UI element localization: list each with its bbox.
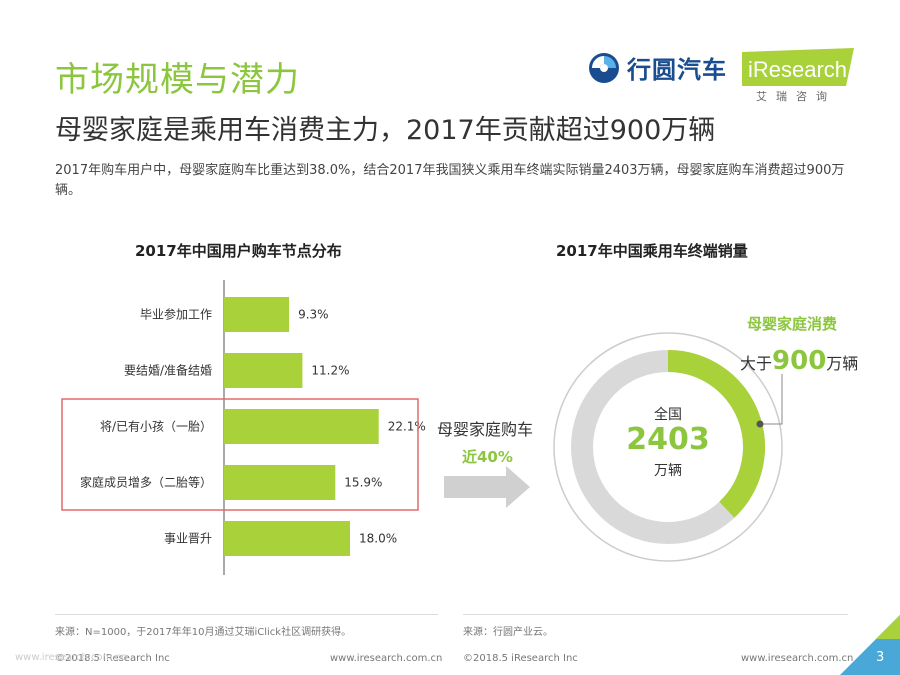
callout-prefix: 大于: [740, 354, 773, 373]
donut-chart: [553, 332, 783, 562]
bar-3: [224, 465, 336, 500]
left-copyright: ©2018.5 iResearch Inc: [55, 653, 170, 664]
bar-1: [224, 353, 303, 388]
right-copyright: ©2018.5 iResearch Inc: [463, 653, 578, 664]
callout-dot: [756, 420, 764, 428]
iresearch-logo-subtitle: 艾瑞咨询: [756, 90, 836, 103]
value-label-3: 15.9%: [344, 476, 382, 490]
value-label-0: 9.3%: [298, 308, 329, 322]
watermark-text: www.iresearch.com.cn: [15, 652, 128, 663]
bar-2: [224, 409, 379, 444]
donut-outer-ring: [553, 332, 783, 562]
category-label-4: 事业晋升: [164, 532, 212, 546]
callout-text: 大于900万辆: [740, 346, 858, 376]
iresearch-logo-icon: iResearch: [742, 48, 854, 86]
value-label-2: 22.1%: [388, 420, 426, 434]
xingyuan-logo-text: 行圆汽车: [627, 56, 727, 84]
value-label-4: 18.0%: [359, 532, 397, 546]
left-source-note: 来源：N=1000，于2017年年10月通过艾瑞iClick社区调研获得。: [55, 627, 352, 638]
bar-chart: 毕业参加工作 9.3% 要结婚/准备结婚 11.2% 将/已有小孩（一胎） 22.1% 家庭…: [61, 280, 426, 575]
iresearch-logo-text: iResearch: [748, 57, 847, 82]
corner-decoration: [840, 615, 900, 675]
callout-title: 母婴家庭消费: [747, 315, 838, 333]
right-source-note: 来源：行圆产业云。: [463, 627, 553, 638]
bar-chart-title: 2017年中国用户购车节点分布: [135, 242, 342, 260]
right-url[interactable]: www.iresearch.com.cn: [741, 653, 854, 664]
value-label-1: 11.2%: [311, 364, 349, 378]
bar-0: [224, 297, 290, 332]
category-label-1: 要结婚/准备结婚: [124, 364, 212, 378]
category-label-3: 家庭成员增多（二胎等）: [80, 475, 212, 490]
arrow-label: 母婴家庭购车: [437, 420, 534, 439]
xingyuan-logo: 行圆汽车: [587, 50, 727, 85]
right-arrow-icon: [444, 466, 530, 508]
arrow-value: 近40%: [462, 448, 513, 466]
intro-text: 2017年购车用户中，母婴家庭购车比重达到38.0%，结合2017年我国狭义乘用…: [55, 163, 845, 198]
donut-total-label: 全国: [654, 407, 682, 423]
iresearch-logo: iResearch: [742, 48, 858, 92]
callout-connector: [756, 374, 783, 428]
donut-slice-highlight: [667, 350, 765, 518]
donut-total-value: 2403: [626, 422, 710, 457]
xingyuan-logo-icon: [589, 52, 619, 83]
donut-total-unit: 万辆: [654, 463, 682, 479]
callout-number: 900: [772, 346, 827, 376]
footer-divider-right: [463, 614, 848, 615]
bar-4: [224, 521, 350, 556]
category-label-2: 将/已有小孩（一胎）: [100, 420, 212, 434]
highlight-box: [61, 398, 419, 511]
category-label-0: 毕业参加工作: [140, 307, 212, 322]
left-url[interactable]: www.iresearch.com.cn: [330, 653, 443, 664]
page-subtitle: 母婴家庭是乘用车消费主力，2017年贡献超过900万辆: [55, 115, 716, 146]
page-number: 3: [876, 650, 885, 665]
donut-chart-title: 2017年中国乘用车终端销量: [556, 242, 748, 260]
callout-suffix: 万辆: [826, 354, 859, 373]
page-title: 市场规模与潜力: [55, 60, 300, 100]
footer-divider-left: [55, 614, 438, 615]
